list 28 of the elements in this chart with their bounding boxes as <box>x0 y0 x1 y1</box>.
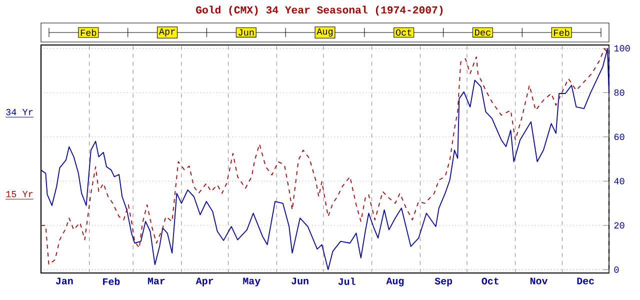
x-tick-label: Dec <box>577 278 594 284</box>
text: 15 Yr <box>6 191 33 198</box>
x-tick-label: Feb <box>103 278 120 286</box>
y-tick-label: 100 <box>614 45 630 52</box>
y-tick-label: 20 <box>614 222 624 229</box>
text: Apr <box>158 28 175 37</box>
x-tick-label: Jun <box>292 278 308 284</box>
x-tick-label: Aug <box>386 278 404 286</box>
text: Feb <box>80 29 96 36</box>
text: Dec <box>475 29 490 36</box>
text: Feb <box>554 29 570 36</box>
text: Jun <box>238 29 254 36</box>
y-tick-label: 0 <box>614 266 619 273</box>
x-tick-label: Jul <box>338 278 356 286</box>
x-tick-label: May <box>243 278 260 286</box>
y-tick-label: 80 <box>614 89 624 96</box>
y-tick-label: 60 <box>614 134 624 140</box>
x-tick-label: Sep <box>434 278 452 286</box>
y-tick-label: 40 <box>614 178 624 184</box>
x-tick-label: Jan <box>56 278 73 284</box>
x-tick-label: Apr <box>196 278 214 286</box>
x-tick-label: Mar <box>148 278 165 284</box>
text: Oct <box>396 29 412 36</box>
text: 34 Yr <box>6 108 33 116</box>
x-tick-label: Oct <box>482 278 498 284</box>
chart-title: Gold (CMX) 34 Year Seasonal (1974-2007) <box>196 6 443 16</box>
x-tick-label: Nov <box>530 278 548 284</box>
text: Aug <box>316 28 333 37</box>
